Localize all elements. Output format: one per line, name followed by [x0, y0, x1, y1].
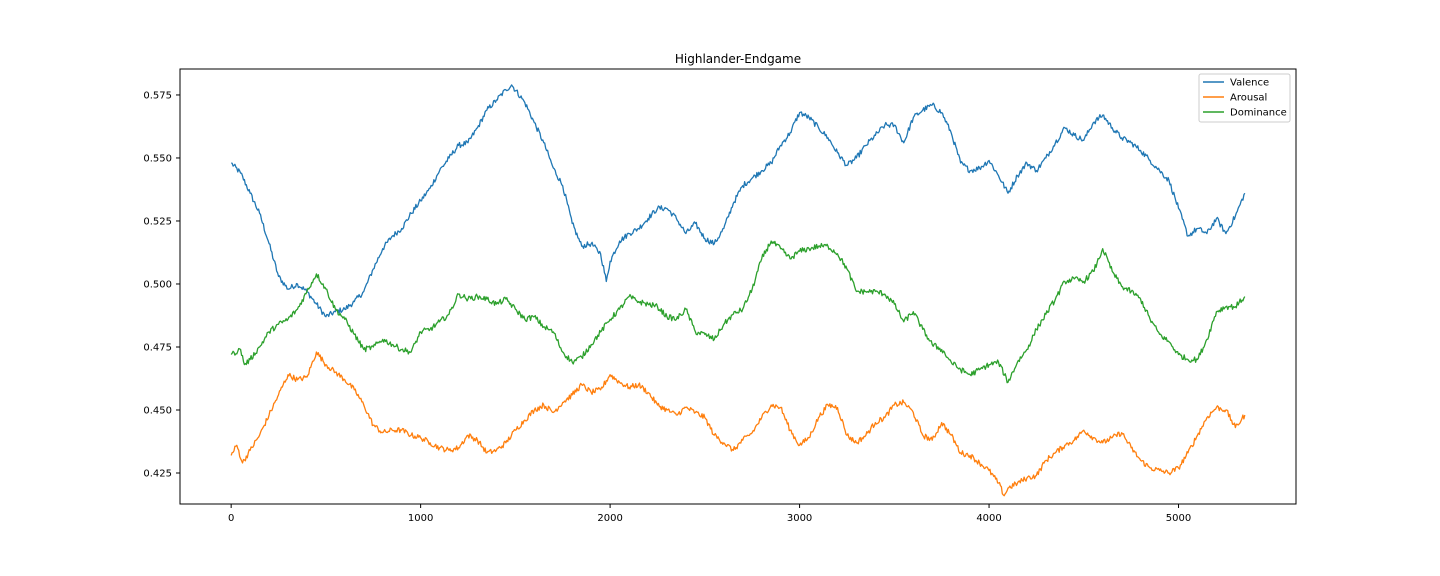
axes-frame [179, 68, 1297, 505]
x-tick-label: 0 [228, 513, 234, 524]
x-tick-label: 5000 [1166, 513, 1191, 524]
legend-label-arousal: Arousal [1230, 93, 1267, 104]
legend-box [1198, 73, 1291, 123]
x-tick-label: 4000 [976, 513, 1001, 524]
y-tick-label: 0.475 [143, 342, 172, 353]
series-line-dominance [230, 240, 1246, 384]
y-tick-label: 0.450 [143, 405, 172, 416]
axes: 0 1000 2000 3000 4000 5000 0.425 0.450 0.475 0.50… [143, 68, 1297, 524]
plot-area [230, 84, 1246, 497]
x-tick-label: 3000 [787, 513, 812, 524]
legend-label-valence: Valence [1230, 78, 1269, 89]
legend: Valence Arousal Dominance [1198, 73, 1291, 123]
y-tick-label: 0.575 [143, 90, 172, 101]
x-tick-label: 1000 [408, 513, 433, 524]
y-tick-label: 0.525 [143, 216, 172, 227]
chart-title: Highlander-Endgame [675, 52, 801, 66]
x-tick-label: 2000 [597, 513, 622, 524]
y-tick-label: 0.425 [143, 469, 172, 480]
legend-label-dominance: Dominance [1230, 108, 1287, 119]
y-tick-label: 0.500 [143, 279, 172, 290]
series-line-valence [231, 84, 1246, 318]
y-tick-label: 0.550 [143, 153, 172, 164]
series-line-arousal [230, 351, 1246, 497]
